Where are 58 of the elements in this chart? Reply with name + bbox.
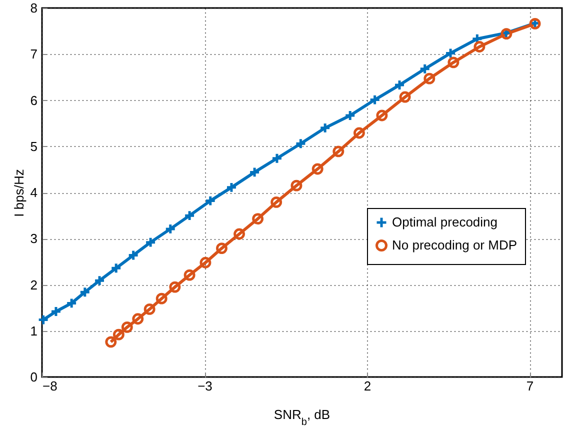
point xyxy=(184,210,196,222)
y-tick-label: 4 xyxy=(30,185,38,200)
point xyxy=(444,47,456,59)
point xyxy=(399,91,411,103)
point xyxy=(319,122,331,134)
x-tick-label: −3 xyxy=(198,378,212,394)
point xyxy=(156,292,168,304)
point xyxy=(169,281,181,293)
point xyxy=(312,163,324,175)
point xyxy=(216,242,228,254)
point xyxy=(344,110,356,122)
point xyxy=(164,223,176,235)
point xyxy=(369,94,381,106)
y-tick-label: 1 xyxy=(30,323,38,338)
x-tick-label: 2 xyxy=(364,378,372,394)
point xyxy=(248,166,260,178)
y-tick-label: 8 xyxy=(30,0,38,16)
point xyxy=(394,79,406,91)
point xyxy=(448,56,460,68)
point xyxy=(66,297,78,309)
y-tick-label: 3 xyxy=(30,231,38,246)
point xyxy=(290,180,302,192)
point xyxy=(79,286,91,298)
point xyxy=(50,306,62,318)
point xyxy=(294,138,306,150)
point xyxy=(144,236,156,248)
point xyxy=(424,72,436,84)
point xyxy=(110,262,122,274)
point xyxy=(94,274,106,286)
x-tick-label: 7 xyxy=(526,378,534,394)
y-tick-label: 7 xyxy=(30,46,38,62)
point xyxy=(226,182,238,194)
point xyxy=(419,63,431,75)
point xyxy=(252,213,264,225)
point xyxy=(200,256,212,268)
point xyxy=(144,303,156,315)
point xyxy=(128,250,140,261)
point xyxy=(121,321,133,333)
point xyxy=(353,127,365,139)
y-tick-label: 6 xyxy=(30,92,38,108)
point xyxy=(132,313,144,325)
x-tick-label: −8 xyxy=(42,378,58,394)
legend-label: No precoding or MDP xyxy=(392,238,517,252)
y-tick-label: 5 xyxy=(30,138,38,154)
point xyxy=(184,269,196,281)
point xyxy=(234,228,245,240)
point xyxy=(376,110,388,122)
x-axis-title: SNR$_{b}$, dB xyxy=(274,407,330,428)
y-tick-label: 2 xyxy=(30,277,38,292)
y-axis-title: I bps/Hz xyxy=(11,169,26,217)
point xyxy=(204,195,216,207)
legend-label: Optimal precoding xyxy=(392,214,498,230)
point xyxy=(474,41,486,52)
point xyxy=(271,152,283,164)
point xyxy=(332,146,344,158)
point xyxy=(270,196,282,208)
y-tick-label: 0 xyxy=(30,370,38,384)
point xyxy=(112,328,124,340)
